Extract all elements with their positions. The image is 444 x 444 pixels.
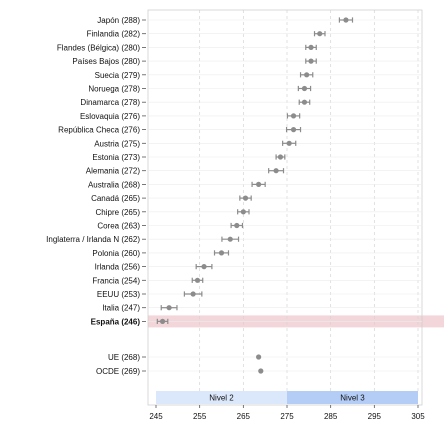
data-point [273, 168, 279, 174]
level-band [287, 391, 418, 404]
plot-panel [147, 9, 423, 406]
data-point [304, 72, 310, 78]
category-label: Eslovaquia (276) [80, 112, 140, 121]
category-label: UE (268) [108, 353, 140, 362]
level-bands: Nivel 2 Nivel 3 [156, 391, 418, 404]
category-label: Corea (263) [97, 222, 140, 231]
category-label: Dinamarca (278) [80, 98, 140, 107]
category-label: España (246) [91, 317, 141, 326]
category-label: Países Bajos (280) [72, 57, 140, 66]
category-label: Australia (268) [88, 180, 140, 189]
category-label: Polonia (260) [92, 249, 140, 258]
data-point [308, 44, 314, 51]
category-label: Italia (247) [102, 304, 140, 313]
category-label: Alemania (272) [86, 167, 141, 176]
x-tick-label: 275 [280, 412, 294, 421]
data-point [201, 264, 207, 270]
level-band-label: Nivel 3 [340, 394, 365, 403]
x-tick-label: 295 [368, 412, 382, 421]
x-tick-label: 245 [149, 412, 163, 421]
category-label: Canadá (265) [91, 194, 140, 203]
data-point [218, 250, 225, 256]
category-label: Estonia (273) [92, 153, 140, 162]
data-point [242, 195, 249, 201]
x-tick-label: 255 [193, 412, 207, 421]
data-point [277, 154, 284, 160]
data-point [286, 140, 292, 146]
average-point [258, 368, 264, 374]
data-point [227, 236, 233, 242]
x-tick-label: 285 [324, 412, 338, 421]
data-point [343, 17, 349, 23]
data-point [190, 291, 196, 297]
country-labels: Japón (288) Finlandia (282) Flandes (Bélgi… [46, 16, 146, 376]
data-point [290, 127, 297, 133]
category-label: Finlandia (282) [87, 30, 141, 39]
average-point [256, 354, 262, 360]
level-band-label: Nivel 2 [209, 394, 234, 403]
data-point [290, 113, 297, 119]
data-point [234, 222, 240, 229]
category-label: República Checa (276) [58, 126, 140, 135]
data-point [317, 31, 323, 37]
category-label: EEUU (253) [97, 290, 140, 299]
category-label: Francia (254) [92, 276, 140, 285]
data-point [308, 58, 314, 64]
category-label: Noruega (278) [88, 85, 140, 94]
data-point [301, 85, 308, 92]
x-axis-ticks: 245 255 265 275 285 295 305 [149, 405, 425, 421]
data-markers [156, 17, 354, 374]
data-point [194, 277, 201, 283]
category-label: Japón (288) [97, 16, 140, 25]
category-label: Austria (275) [94, 139, 140, 148]
data-point [166, 305, 172, 311]
data-point [159, 318, 166, 324]
category-label: Irlanda (256) [95, 263, 141, 272]
category-label: Suecia (279) [95, 71, 141, 80]
grid-layer [147, 9, 423, 406]
data-point [256, 181, 262, 187]
level-band [156, 391, 287, 404]
x-tick-label: 265 [237, 412, 251, 421]
data-point [240, 209, 246, 215]
data-point [301, 99, 308, 105]
category-label: Flandes (Bélgica) (280) [57, 43, 140, 52]
category-label: Inglaterra / Irlanda N (262) [46, 235, 140, 244]
x-tick-label: 305 [411, 412, 425, 421]
category-label: OCDE (269) [96, 367, 140, 376]
category-label: Chipre (265) [96, 208, 141, 217]
